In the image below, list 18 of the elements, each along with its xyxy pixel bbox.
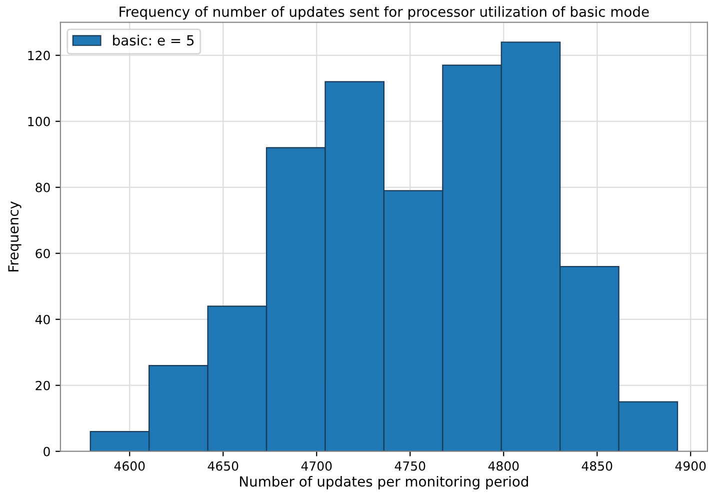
y-tick-label: 100 bbox=[28, 116, 50, 126]
chart-title: Frequency of number of updates sent for processor utilization of basic mode bbox=[120, 6, 649, 20]
legend-label: basic: e = 5 bbox=[113, 34, 194, 46]
y-tick-label: 120 bbox=[28, 50, 50, 60]
x-tick-label: 4900 bbox=[675, 461, 706, 471]
x-tick-label: 4650 bbox=[208, 461, 238, 471]
x-tick-label: 4800 bbox=[488, 461, 519, 471]
x-axis-title: Number of updates per monitoring period bbox=[240, 476, 528, 490]
x-tick-label: 4600 bbox=[114, 461, 145, 471]
x-tick-label: 4850 bbox=[582, 461, 612, 471]
y-tick-label: 60 bbox=[36, 248, 50, 258]
x-tick-label: 4700 bbox=[301, 461, 332, 471]
y-axis-title: Frequency bbox=[8, 201, 22, 272]
x-tick-label: 4750 bbox=[394, 461, 426, 471]
y-tick-label: 20 bbox=[36, 380, 50, 390]
y-tick-label: 80 bbox=[36, 182, 50, 192]
y-tick-label: 40 bbox=[35, 314, 50, 324]
y-tick-label: 0 bbox=[44, 446, 50, 456]
